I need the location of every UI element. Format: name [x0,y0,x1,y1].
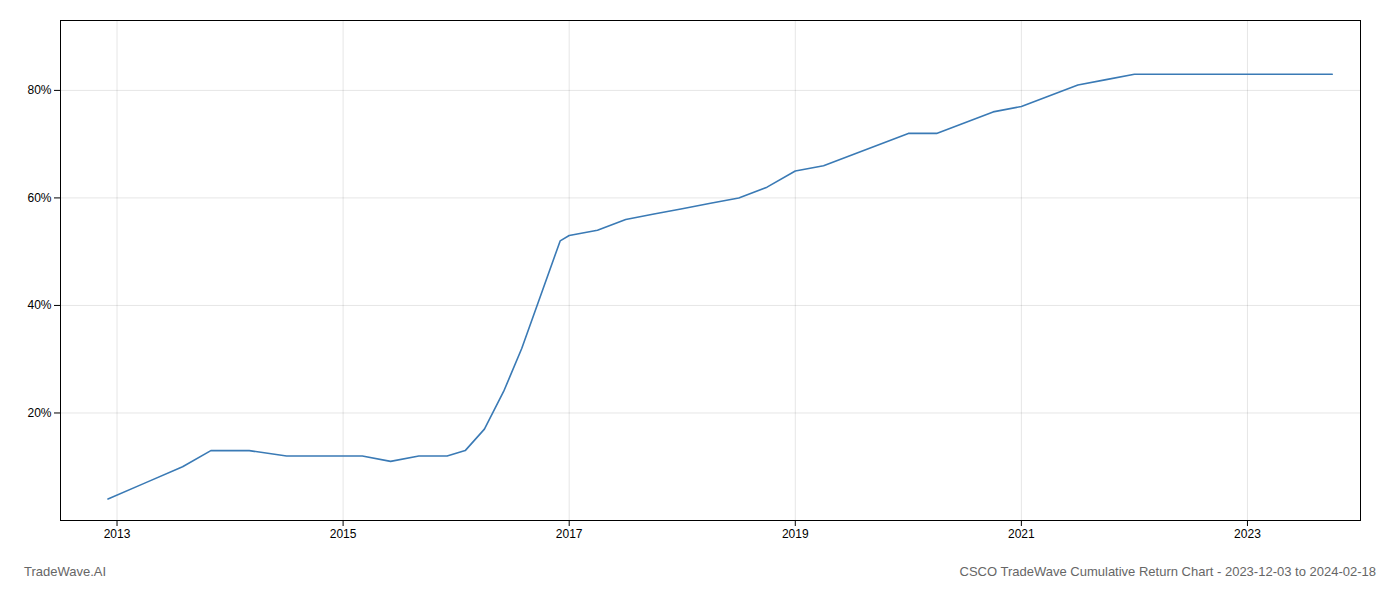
svg-text:2021: 2021 [1008,527,1035,541]
html-text:CSCO TradeWave Cumulative Retu: CSCO TradeWave Cumulative Return Chart -… [959,564,1376,579]
html-text:TradeWave.AI: TradeWave.AI [24,564,107,579]
svg-text:80%: 80% [27,83,51,97]
svg-text:2019: 2019 [782,527,809,541]
svg-text:2017: 2017 [556,527,583,541]
svg-text:40%: 40% [27,298,51,312]
svg-text:20%: 20% [27,406,51,420]
svg-text:60%: 60% [27,191,51,205]
svg-text:2013: 2013 [104,527,131,541]
svg-text:2023: 2023 [1234,527,1261,541]
svg-text:2015: 2015 [330,527,357,541]
